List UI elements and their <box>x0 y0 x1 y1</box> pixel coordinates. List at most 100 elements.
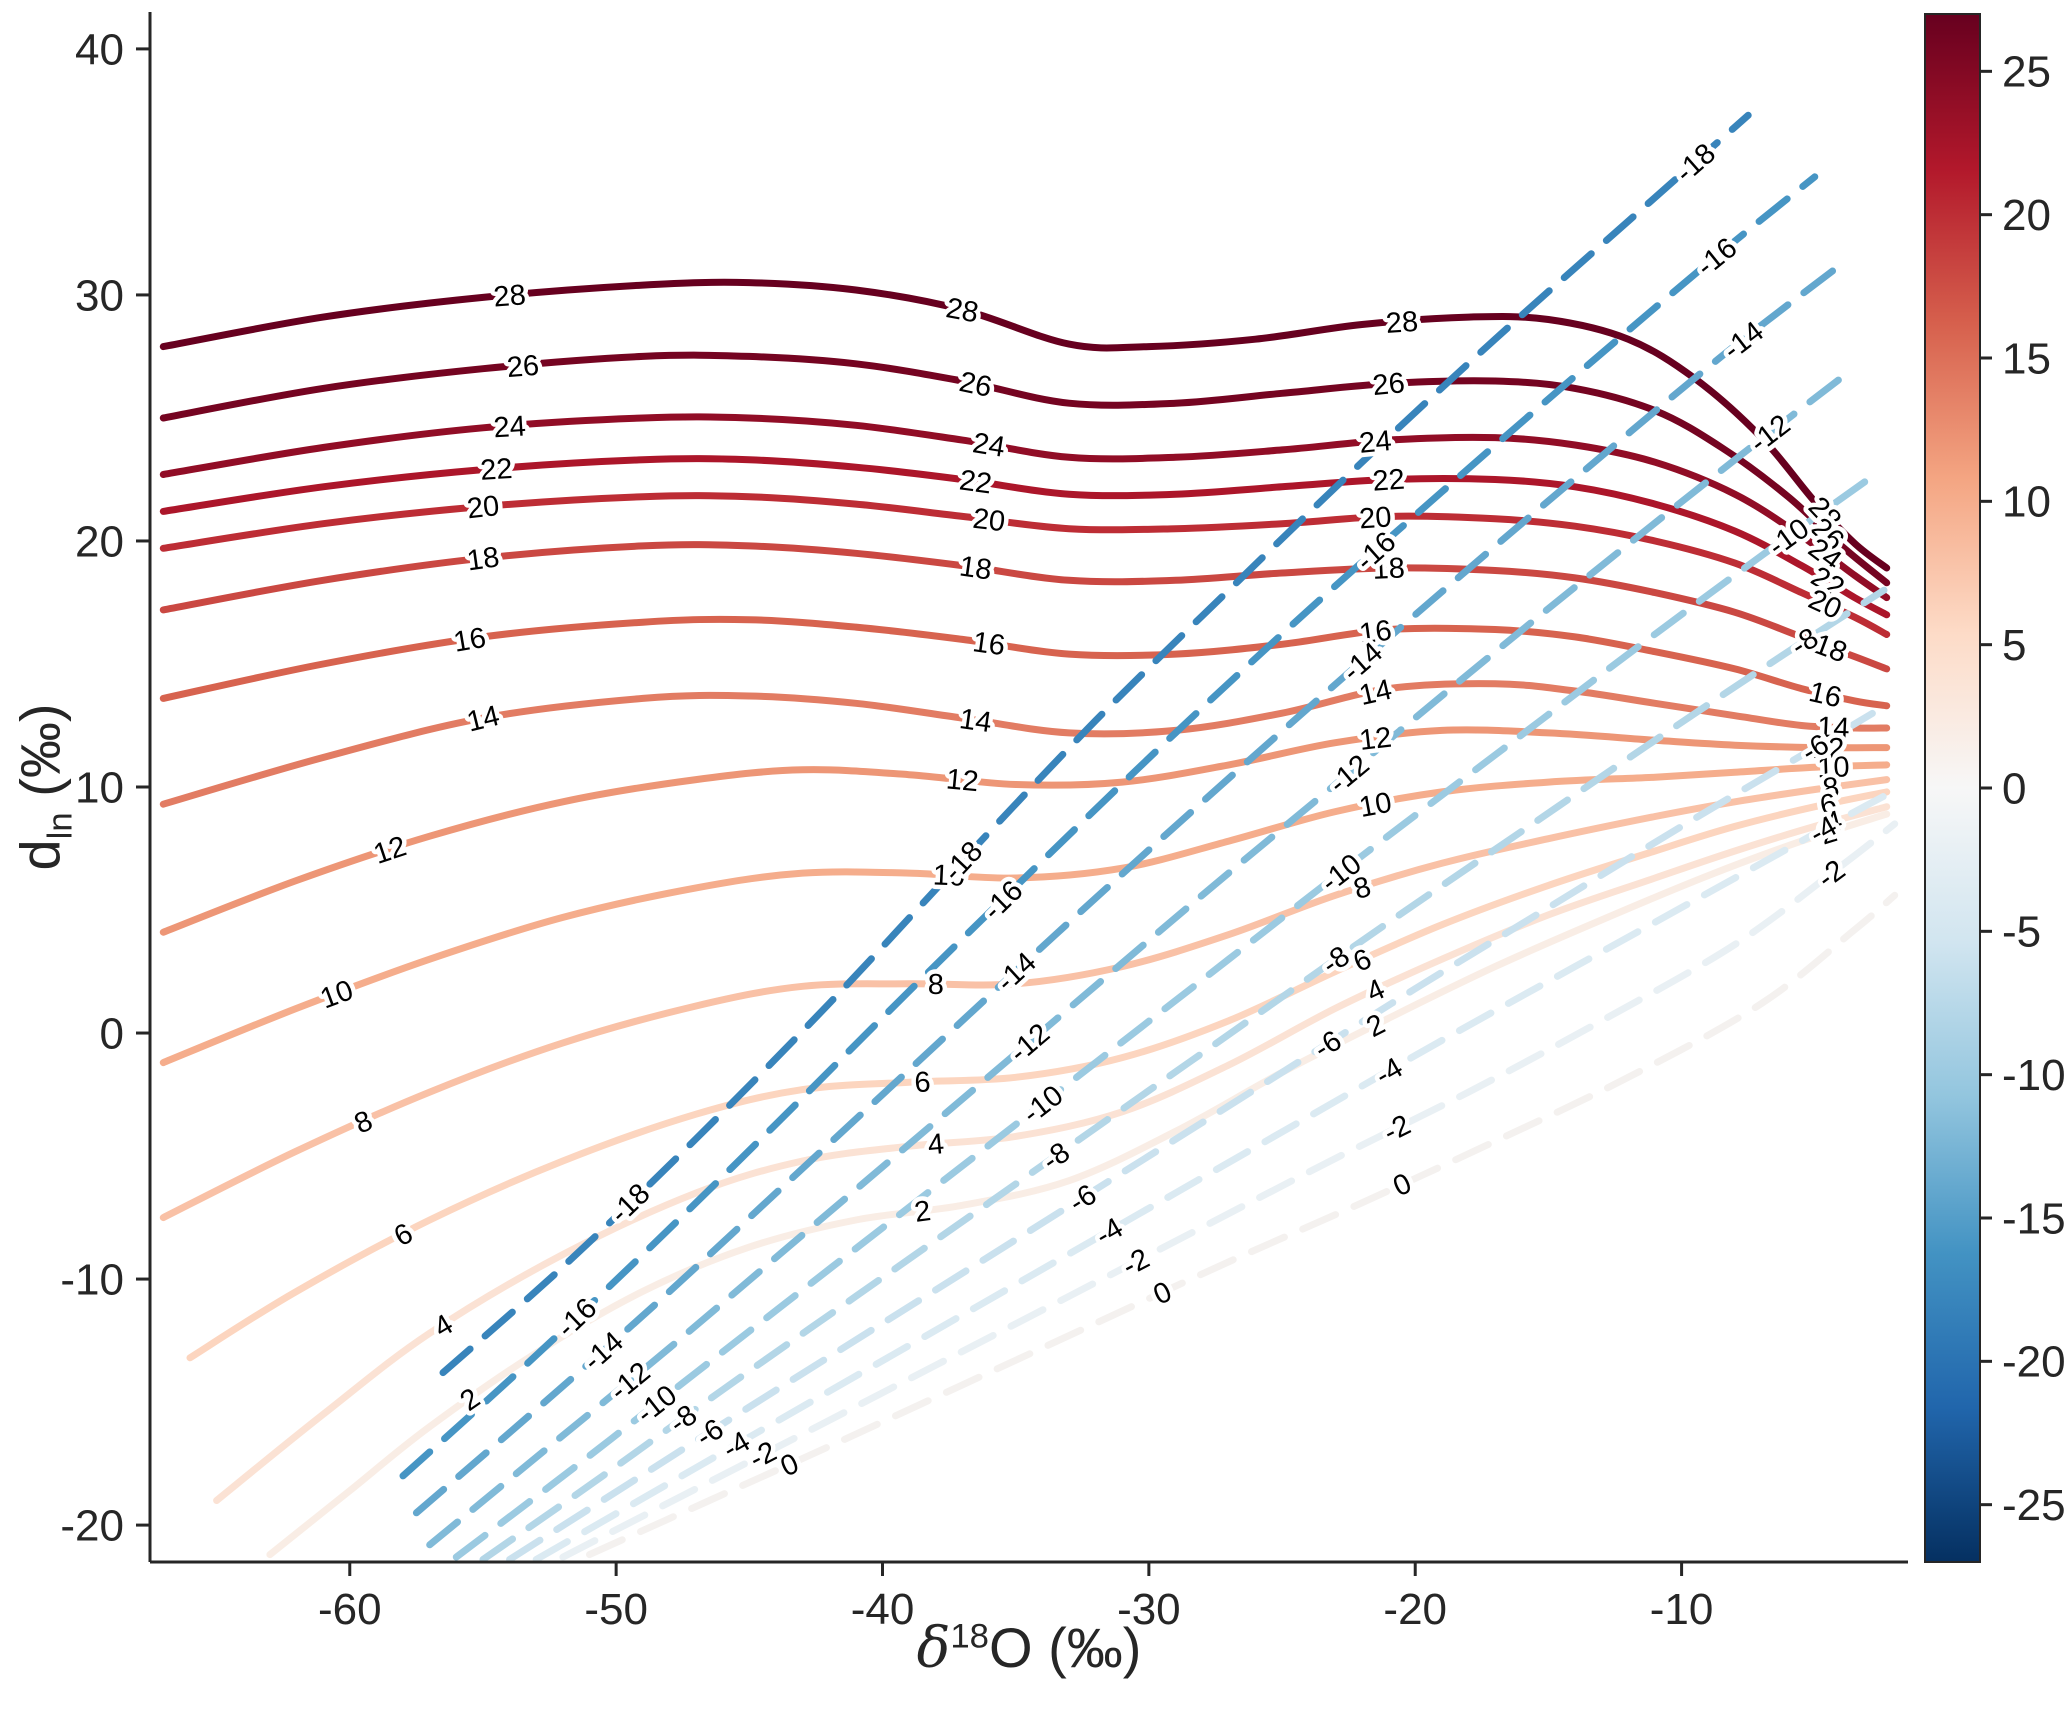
svg-text:0: 0 <box>1388 1167 1416 1203</box>
x-tick-label: -20 <box>1383 1585 1447 1634</box>
contour-label-26: 26 <box>1367 363 1411 407</box>
contour-label-12: 12 <box>1807 728 1848 769</box>
contour-line--8 <box>479 586 1888 1562</box>
contour-line--2 <box>559 820 1899 1561</box>
svg-text:12: 12 <box>1358 721 1394 756</box>
contour-label-12: 12 <box>1353 717 1398 761</box>
y-axis-label-rest: (‰) <box>8 703 72 813</box>
contour-line-22 <box>159 455 1891 619</box>
svg-text:6: 6 <box>1349 943 1377 979</box>
svg-text:4: 4 <box>1362 973 1390 1009</box>
contour-line-4 <box>213 803 1891 1504</box>
svg-text:2: 2 <box>912 1195 932 1229</box>
svg-text:12: 12 <box>1812 733 1844 765</box>
svg-text:-4: -4 <box>1090 1212 1128 1253</box>
contour-label-0: 0 <box>1384 1163 1421 1208</box>
svg-text:26: 26 <box>1371 367 1406 402</box>
contour-label--4: -4 <box>1086 1207 1133 1257</box>
contour-label-22: 22 <box>953 460 998 505</box>
svg-text:18: 18 <box>957 550 993 586</box>
contour-label-10: 10 <box>312 970 362 1020</box>
contour-line--18 <box>439 111 1752 1377</box>
svg-text:16: 16 <box>1806 676 1845 714</box>
svg-text:14: 14 <box>1817 711 1851 744</box>
contour-label-18: 18 <box>460 537 505 582</box>
contour-line-18 <box>159 541 1891 673</box>
contour-label-20: 20 <box>461 485 506 529</box>
contour-label-24: 24 <box>1353 421 1397 465</box>
contour-label-14: 14 <box>953 699 998 744</box>
contour-line-2 <box>266 810 1891 1559</box>
contour-label-22: 22 <box>475 448 518 491</box>
contour-label-2: 2 <box>1357 1004 1395 1049</box>
contour-label-26: 26 <box>501 345 545 388</box>
colorbar-tick-label: -5 <box>2002 908 2041 957</box>
contour-label-14: 14 <box>1812 707 1855 749</box>
svg-text:10: 10 <box>1357 787 1395 824</box>
contour-line--10 <box>452 476 1872 1561</box>
x-axis-label-delta: δ <box>916 1616 951 1681</box>
contour-label-0: 0 <box>1144 1271 1181 1316</box>
contour-label-18: 18 <box>1367 548 1410 590</box>
colorbar-tick-label: 15 <box>2002 334 2051 383</box>
contour-label--4: -4 <box>1366 1047 1413 1097</box>
contour-line-20 <box>159 492 1891 638</box>
svg-text:-2: -2 <box>1117 1243 1155 1283</box>
contour-label-4: 4 <box>1357 969 1394 1014</box>
contour-label-20: 20 <box>967 498 1012 542</box>
y-tick-label: 0 <box>100 1009 124 1058</box>
colorbar-tick-label: -20 <box>2002 1338 2066 1387</box>
y-axis-label-main: d <box>8 839 72 871</box>
y-tick-label: 10 <box>75 763 124 812</box>
x-tick-label: -60 <box>318 1585 382 1634</box>
contour-label-18: 18 <box>953 546 998 591</box>
contour-label-28: 28 <box>1380 301 1423 344</box>
contour-line-0 <box>586 891 1899 1559</box>
contour-label-26: 26 <box>952 361 999 408</box>
svg-text:10: 10 <box>1817 751 1850 784</box>
svg-text:18: 18 <box>1372 552 1406 585</box>
y-tick-label: -20 <box>60 1501 124 1550</box>
x-tick-label: -30 <box>1117 1585 1181 1634</box>
contour-label-16: 16 <box>447 617 493 663</box>
contour-label-0: 0 <box>771 1443 808 1488</box>
colorbar-gradient <box>1925 14 1980 1562</box>
contour-line-10 <box>159 761 1891 1067</box>
contour-label-8: 8 <box>345 1100 382 1145</box>
contour-label-12: 12 <box>365 826 415 876</box>
y-tick-label: -10 <box>60 1255 124 1304</box>
svg-text:12: 12 <box>370 830 411 871</box>
svg-text:-2: -2 <box>1378 1109 1415 1149</box>
contour-label--2: -2 <box>1374 1104 1420 1153</box>
contour-line--16 <box>399 173 1819 1480</box>
svg-text:-4: -4 <box>1370 1052 1408 1093</box>
contour-label-24: 24 <box>488 406 531 449</box>
contour-label-6: 6 <box>909 1062 936 1104</box>
x-tick-label: -40 <box>851 1585 915 1634</box>
svg-text:24: 24 <box>970 427 1007 464</box>
svg-text:18: 18 <box>465 541 501 577</box>
contour-label--6: -6 <box>1059 1174 1107 1224</box>
svg-text:4: 4 <box>926 1128 945 1161</box>
svg-text:22: 22 <box>1371 464 1405 498</box>
contour-label--2: -2 <box>1113 1238 1160 1287</box>
svg-text:16: 16 <box>451 622 488 659</box>
contour-label-28: 28 <box>488 275 532 318</box>
y-tick-label: 30 <box>75 271 124 320</box>
svg-text:6: 6 <box>914 1066 932 1099</box>
svg-text:0: 0 <box>1149 1276 1177 1312</box>
svg-text:14: 14 <box>957 703 993 739</box>
svg-text:28: 28 <box>1385 306 1419 340</box>
colorbar-tick-label: 20 <box>2002 191 2051 240</box>
contour-label-16: 16 <box>1801 672 1849 719</box>
svg-text:20: 20 <box>465 490 501 525</box>
contour-line-28 <box>159 278 1891 572</box>
contour-label-10: 10 <box>1352 782 1399 828</box>
contour-label-12: 12 <box>940 759 984 803</box>
y-axis-label: dln (‰) <box>7 703 80 870</box>
svg-text:-6: -6 <box>1063 1178 1102 1219</box>
contour-label-22: 22 <box>1367 459 1410 502</box>
svg-text:24: 24 <box>493 410 527 444</box>
contour-lines <box>159 111 1899 1562</box>
